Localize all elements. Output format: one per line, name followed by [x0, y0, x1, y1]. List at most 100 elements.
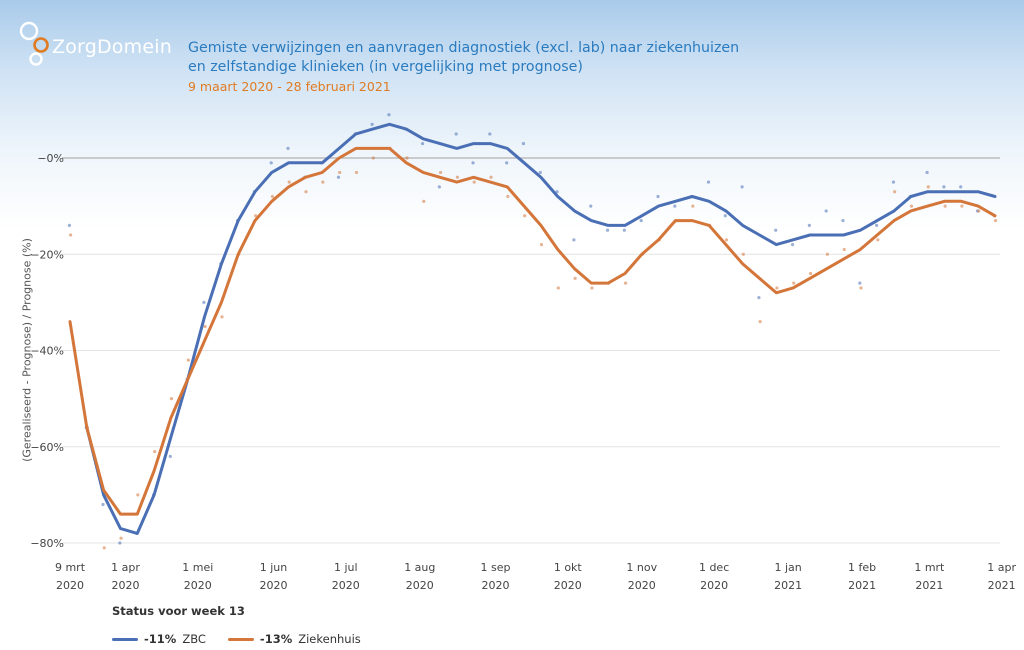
legend-swatch-ziekenhuis — [227, 637, 254, 641]
x-axis-ticks: 9 mrt 2020 1 apr 2020 1 mei 2020 1 jun 2020 1 ju… — [55, 561, 1017, 592]
logo-circle-bottom — [29, 52, 43, 66]
data-point-zbc — [420, 141, 425, 146]
data-point-zbc — [521, 141, 526, 146]
x-tick-label: 1 jun — [260, 561, 288, 574]
data-point-ziekenhuis — [270, 194, 275, 199]
gridlines — [62, 157, 1000, 544]
data-point-zbc — [538, 170, 542, 175]
y-axis-label: (Gerealiseerd - Prognose) / Prognose (%) — [20, 238, 34, 462]
legend-name-zbc: ZBC — [182, 632, 206, 646]
data-point-zbc — [639, 218, 643, 223]
data-point-ziekenhuis — [960, 204, 964, 208]
data-point-zbc — [740, 185, 744, 189]
x-tick-year: 2021 — [988, 579, 1016, 592]
data-point-zbc — [807, 223, 811, 227]
data-point-ziekenhuis — [136, 493, 140, 497]
data-point-zbc — [336, 175, 341, 179]
x-tick-label: 1 sep — [480, 561, 510, 574]
data-point-zbc — [101, 502, 105, 507]
data-point-zbc — [790, 243, 795, 247]
legend-swatch-zbc — [112, 637, 138, 641]
x-tick-label: 1 dec — [699, 561, 729, 574]
x-tick-year: 2020 — [406, 579, 434, 592]
y-tick-label: −0% — [37, 152, 64, 165]
x-tick-year: 2020 — [481, 579, 509, 592]
data-point-zbc — [370, 122, 374, 126]
x-tick-year: 2020 — [111, 579, 139, 592]
data-point-ziekenhuis — [893, 190, 897, 194]
data-point-zbc — [269, 161, 273, 165]
data-point-ziekenhuis — [69, 233, 73, 237]
data-point-ziekenhuis — [977, 209, 981, 213]
x-tick-label: 1 apr — [111, 561, 140, 574]
x-tick-year: 2020 — [184, 579, 212, 592]
data-point-ziekenhuis — [338, 170, 342, 175]
series-line-ziekenhuis — [68, 146, 997, 516]
x-tick-label: 1 feb — [848, 561, 876, 574]
y-tick-label: −80% — [30, 537, 64, 550]
y-axis-ticks: −0% −20% −40% −60% −80% — [30, 152, 64, 550]
data-point-ziekenhuis — [859, 286, 863, 290]
series-line-zbc — [85, 122, 997, 535]
data-point-ziekenhuis — [253, 214, 258, 218]
x-tick-label: 1 mrt — [914, 561, 945, 574]
y-tick-label: −60% — [30, 441, 64, 454]
legend-name-ziekenhuis: Ziekenhuis — [298, 632, 361, 646]
data-point-zbc — [656, 194, 660, 199]
logo-circle-top — [19, 21, 39, 41]
data-point-zbc — [589, 204, 593, 208]
data-point-zbc — [891, 180, 896, 184]
x-tick-year: 2021 — [848, 579, 876, 592]
data-point-ziekenhuis — [741, 252, 745, 256]
zorgdomein-logo-icon — [19, 21, 49, 66]
data-point-ziekenhuis — [758, 320, 762, 324]
data-point-zbc — [723, 214, 727, 218]
legend-item-zbc: -11% ZBC — [112, 632, 206, 646]
data-point-zbc — [622, 228, 626, 232]
x-tick-year: 2020 — [332, 579, 360, 592]
data-point-zbc — [942, 185, 946, 189]
data-point-ziekenhuis — [506, 194, 510, 199]
legend-pct-zbc: -11% — [144, 632, 177, 646]
x-tick-label: 1 nov — [626, 561, 657, 574]
data-point-zbc — [168, 454, 172, 458]
legend-item-ziekenhuis: -13% Ziekenhuis — [227, 632, 361, 646]
x-tick-year: 2021 — [915, 579, 943, 592]
data-point-zbc — [118, 541, 122, 545]
data-point-ziekenhuis — [909, 204, 914, 208]
chart-subtitle: 9 maart 2020 - 28 februari 2021 — [188, 79, 391, 94]
data-point-zbc — [67, 223, 71, 227]
data-point-ziekenhuis — [405, 156, 409, 160]
data-point-zbc — [858, 281, 862, 285]
data-point-ziekenhuis — [354, 170, 359, 175]
data-point-zbc — [454, 132, 458, 136]
data-point-ziekenhuis — [119, 536, 123, 540]
data-point-ziekenhuis — [691, 204, 695, 208]
data-point-zbc — [706, 180, 711, 184]
data-point-ziekenhuis — [287, 180, 291, 184]
data-point-ziekenhuis — [169, 397, 174, 401]
data-point-ziekenhuis — [825, 252, 829, 256]
data-point-ziekenhuis — [876, 238, 880, 242]
data-point-zbc — [875, 223, 879, 227]
data-point-zbc — [471, 161, 475, 165]
x-tick-label: 1 mei — [182, 561, 213, 574]
data-point-ziekenhuis — [455, 175, 459, 179]
x-tick-year: 2020 — [56, 579, 84, 592]
y-tick-label: −40% — [30, 345, 64, 358]
data-point-ziekenhuis — [523, 214, 527, 218]
chart-title-line1: Gemiste verwijzingen en aanvragen diagno… — [188, 40, 740, 56]
x-tick-label: 1 jul — [334, 561, 358, 574]
trend-lines — [68, 122, 997, 535]
x-tick-label: 9 mrt — [55, 561, 86, 574]
data-point-zbc — [605, 228, 610, 232]
data-point-ziekenhuis — [186, 358, 190, 362]
data-point-zbc — [673, 204, 677, 208]
data-point-ziekenhuis — [775, 286, 779, 290]
x-tick-label: 1 okt — [554, 561, 583, 574]
logo-text: ZorgDomein — [52, 36, 172, 58]
x-tick-year: 2021 — [774, 579, 802, 592]
data-point-zbc — [757, 295, 761, 300]
